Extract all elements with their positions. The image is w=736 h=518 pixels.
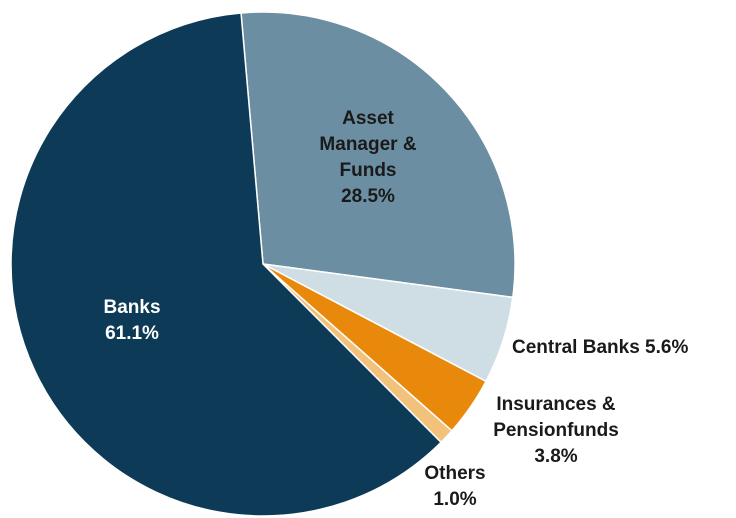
pie-label-line: Central Banks 5.6% — [512, 337, 688, 358]
pie-label-line: 61.1% — [105, 323, 159, 344]
pie-label-line: Pensionfunds — [493, 420, 619, 441]
pie-labels: Asset Manager & Funds 28.5% Central Banks 5.… — [103, 108, 688, 510]
pie-label-line: Manager & — [319, 134, 416, 155]
pie-label-line: Banks — [103, 297, 160, 318]
pie-label-line: Funds — [340, 160, 397, 181]
pie-label-line: Asset — [342, 108, 394, 129]
pie-label-central-banks: Central Banks 5.6% — [512, 337, 688, 358]
pie-label-line: Insurances & — [496, 394, 616, 415]
pie-slices — [10, 11, 516, 517]
pie-label-line: Others — [424, 463, 485, 484]
pie-label-insurances-pensionfunds: Insurances & Pensionfunds 3.8% — [493, 394, 619, 467]
pie-label-line: 3.8% — [534, 446, 577, 467]
pie-label-asset-manager-funds: Asset Manager & Funds 28.5% — [319, 108, 416, 207]
pie-label-banks: Banks 61.1% — [103, 297, 160, 344]
pie-label-others: Others 1.0% — [424, 463, 485, 510]
pie-label-line: 28.5% — [341, 186, 395, 207]
pie-slice-banks — [10, 12, 443, 517]
pie-label-line: 1.0% — [433, 489, 476, 510]
pie-slice-asset-manager-funds — [240, 11, 516, 299]
